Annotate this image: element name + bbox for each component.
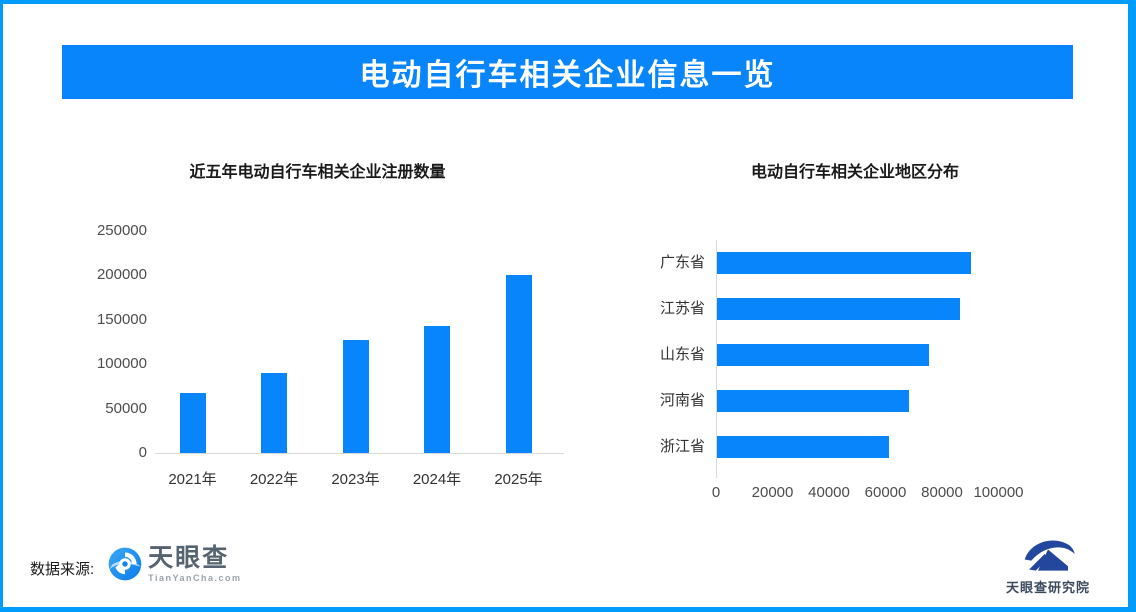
bar-广东省	[717, 252, 972, 274]
research-institute-logo: 天眼查研究院	[1000, 534, 1096, 596]
x-category-2021年: 2021年	[168, 471, 217, 488]
research-institute-name: 天眼查研究院	[1005, 580, 1090, 595]
y-tick-250000: 250000	[96, 222, 147, 239]
x-tick-0: 0	[711, 484, 721, 501]
y-tick-0: 0	[138, 444, 147, 461]
research-institute-icon	[1024, 540, 1075, 571]
right-chart-title: 电动自行车相关企业地区分布	[750, 164, 959, 181]
registrations-chart-canvas: 0 50000 100000 150000 200000 250000 2021年 2022年…	[85, 152, 580, 502]
data-source-block: 数据来源: 天眼查 TianYanCha.com	[30, 540, 242, 588]
x-category-2022年: 2022年	[249, 471, 299, 488]
x-tick-100000: 100000	[973, 484, 1024, 501]
bar-2025年	[505, 275, 532, 453]
bar-2022年	[261, 373, 287, 453]
y-category-河南省: 河南省	[659, 392, 705, 409]
tianyancha-wordmark: 天眼查 TianYanCha.com	[148, 543, 242, 583]
y-tick-150000: 150000	[96, 310, 147, 328]
region-distribution-bar-chart: 电动自行车相关企业地区分布 0 20000 40000 60000 80000 10000…	[630, 152, 1110, 502]
y-category-江苏省: 江苏省	[659, 300, 705, 317]
bar-山东省	[717, 344, 929, 366]
x-tick-40000: 40000	[808, 484, 850, 501]
y-tick-200000: 200000	[96, 266, 147, 284]
y-category-山东省: 山东省	[659, 346, 705, 363]
bar-2024年	[424, 326, 450, 453]
page-border-right	[1128, 0, 1136, 612]
left-chart-x-axis-line	[155, 453, 564, 454]
page-border-bottom	[0, 607, 1136, 612]
x-tick-80000: 80000	[921, 484, 963, 501]
bar-浙江省	[717, 436, 890, 458]
bar-2023年	[342, 340, 369, 453]
x-category-2025年: 2025年	[494, 471, 543, 488]
x-category-2024年: 2024年	[412, 471, 462, 488]
tianyancha-swirl-icon	[108, 547, 142, 581]
region-chart-canvas: 0 20000 40000 60000 80000 100000 广东省江苏省山东省河南省浙…	[630, 152, 1110, 502]
left-chart-title: 近五年电动自行车相关企业注册数量	[189, 164, 446, 181]
title-banner: 电动自行车相关企业信息一览	[62, 45, 1073, 99]
bar-2021年	[179, 392, 206, 453]
y-tick-50000: 50000	[105, 399, 147, 417]
x-category-2023年: 2023年	[331, 471, 380, 488]
bar-江苏省	[717, 298, 960, 320]
page-title: 电动自行车相关企业信息一览	[359, 59, 776, 92]
tianyancha-name: 天眼查	[148, 543, 230, 572]
tianyancha-domain: TianYanCha.com	[148, 572, 242, 583]
y-category-广东省: 广东省	[659, 254, 705, 271]
registrations-column-chart: 近五年电动自行车相关企业注册数量 0 50000 100000 150000 20000…	[85, 152, 580, 502]
y-tick-100000: 100000	[96, 355, 147, 373]
bar-河南省	[717, 390, 910, 412]
source-label: 数据来源:	[30, 560, 95, 578]
x-tick-20000: 20000	[751, 484, 794, 501]
right-chart-y-axis-line	[716, 240, 717, 478]
page-border-top	[0, 0, 1136, 4]
y-category-浙江省: 浙江省	[659, 438, 705, 455]
x-tick-60000: 60000	[864, 484, 907, 501]
page-border-left	[0, 0, 3, 612]
tianyancha-logo: 天眼查 TianYanCha.com	[108, 543, 242, 583]
